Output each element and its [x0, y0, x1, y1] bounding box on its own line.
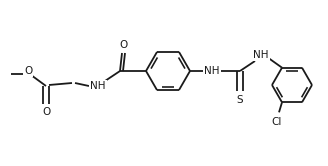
Text: O: O	[42, 107, 50, 117]
Text: NH: NH	[90, 81, 106, 91]
Text: NH: NH	[253, 50, 269, 60]
Text: O: O	[120, 40, 128, 50]
Text: S: S	[237, 95, 243, 105]
Text: O: O	[24, 66, 32, 76]
Text: NH: NH	[204, 66, 220, 76]
Text: Cl: Cl	[272, 117, 282, 127]
